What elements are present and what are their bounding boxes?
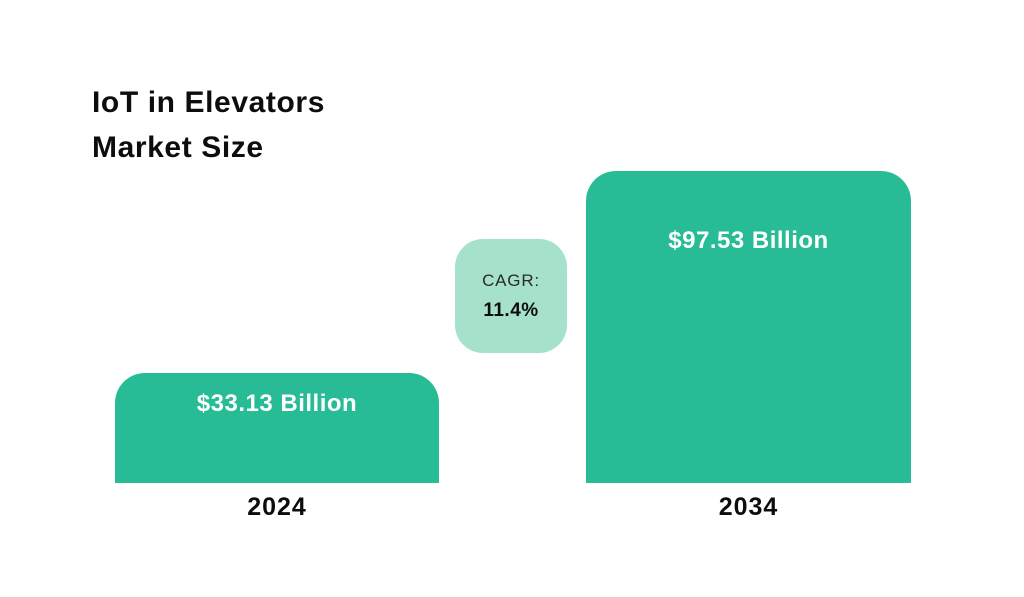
chart-title-line2: Market Size (92, 131, 264, 164)
cagr-badge-value: 11.4% (483, 299, 539, 321)
chart-title: IoT in Elevators Market Size (92, 80, 325, 170)
bar-2024-value-label: $33.13 Billion (196, 390, 358, 417)
axis-label-2034: 2034 (718, 493, 779, 521)
chart-title-line1: IoT in Elevators (92, 86, 325, 119)
axis-label-2024: 2024 (247, 493, 307, 521)
cagr-badge: CAGR: 11.4% (455, 239, 567, 353)
bar-2024: $33.13 Billion (115, 373, 439, 483)
bar-2034: $97.53 Billion (586, 171, 911, 483)
cagr-badge-label: CAGR: (482, 270, 540, 290)
bar-2034-value-label: $97.53 Billion (668, 227, 829, 254)
